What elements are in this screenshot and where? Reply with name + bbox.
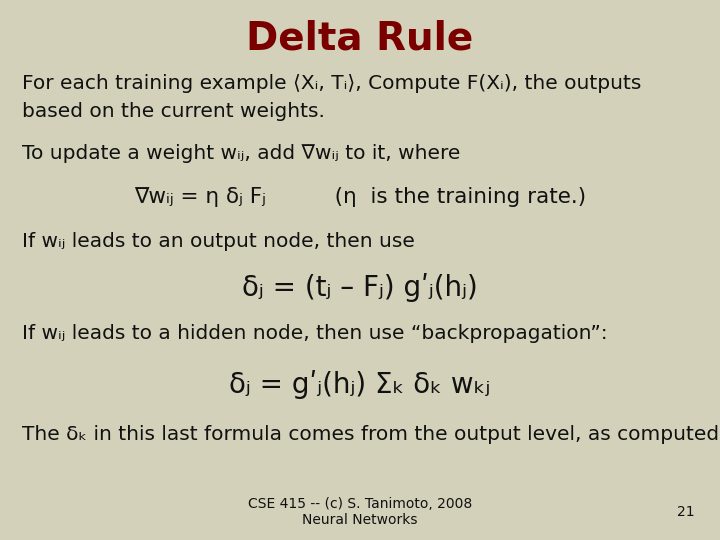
Text: The δₖ in this last formula comes from the output level, as computed above.: The δₖ in this last formula comes from t…	[22, 425, 720, 444]
Text: Delta Rule: Delta Rule	[246, 20, 474, 58]
Text: ∇wᵢⱼ = η δⱼ Fⱼ          (η  is the training rate.): ∇wᵢⱼ = η δⱼ Fⱼ (η is the training rate.)	[134, 187, 586, 207]
Text: To update a weight wᵢⱼ, add ∇wᵢⱼ to it, where: To update a weight wᵢⱼ, add ∇wᵢⱼ to it, …	[22, 144, 460, 164]
Text: δⱼ = (tⱼ – Fⱼ) gʹⱼ(hⱼ): δⱼ = (tⱼ – Fⱼ) gʹⱼ(hⱼ)	[242, 273, 478, 302]
Text: For each training example ⟨Xᵢ, Tᵢ⟩, Compute F(Xᵢ), the outputs: For each training example ⟨Xᵢ, Tᵢ⟩, Comp…	[22, 74, 641, 93]
Text: δⱼ = gʹⱼ(hⱼ) Σₖ δₖ wₖⱼ: δⱼ = gʹⱼ(hⱼ) Σₖ δₖ wₖⱼ	[229, 370, 491, 399]
Text: If wᵢⱼ leads to a hidden node, then use “backpropagation”:: If wᵢⱼ leads to a hidden node, then use …	[22, 323, 607, 343]
Text: If wᵢⱼ leads to an output node, then use: If wᵢⱼ leads to an output node, then use	[22, 232, 415, 251]
Text: 21: 21	[678, 505, 695, 519]
Text: CSE 415 -- (c) S. Tanimoto, 2008
Neural Networks: CSE 415 -- (c) S. Tanimoto, 2008 Neural …	[248, 497, 472, 527]
Text: based on the current weights.: based on the current weights.	[22, 102, 325, 122]
